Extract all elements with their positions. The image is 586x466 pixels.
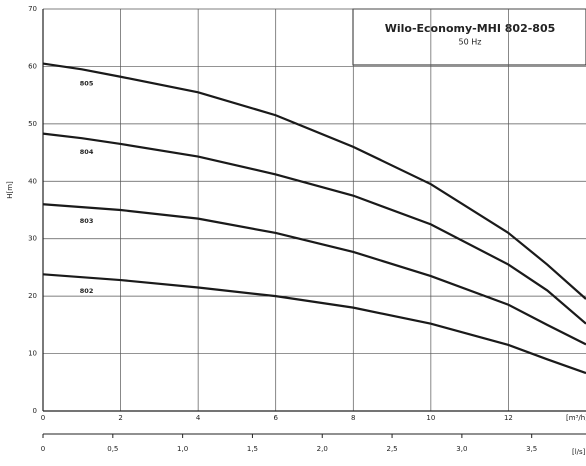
curve	[42, 273, 586, 375]
x-tick-label: 8	[351, 414, 355, 422]
x-tick-label: 2	[118, 414, 122, 422]
x2-tick-label: 2,5	[386, 445, 397, 453]
x2-tick-label: 2,0	[317, 445, 328, 453]
y-tick-label: 0	[33, 407, 37, 415]
curve-label: 805	[80, 79, 94, 87]
y-tick-label: 50	[28, 120, 37, 128]
curve-label: 804	[80, 148, 94, 156]
curve	[42, 132, 586, 325]
y-tick-label: 30	[28, 235, 37, 243]
x2-tick-label: 1,5	[247, 445, 258, 453]
curve-label: 803	[80, 217, 94, 225]
title-box	[352, 8, 586, 66]
chart-title: Wilo-Economy-MHI 802-805	[385, 22, 556, 35]
x2-tick-label: 0,5	[107, 445, 118, 453]
y-tick-label: 60	[28, 62, 37, 70]
x2-axis-label: [l/s]	[572, 448, 586, 456]
x2-tick-label: 3,0	[456, 445, 467, 453]
y-tick-label: 40	[28, 177, 37, 185]
x2-tick-label: 3,5	[526, 445, 537, 453]
y-tick-label: 20	[28, 292, 37, 300]
x2-tick-label: 1,0	[177, 445, 188, 453]
curve	[42, 62, 586, 300]
y-tick-label: 10	[28, 350, 37, 358]
x-tick-label: 4	[196, 414, 201, 422]
x-axis-label: [m³/h]	[566, 414, 586, 422]
curve	[42, 203, 586, 346]
x-tick-label: 12	[504, 414, 513, 422]
y-tick-label: 70	[28, 5, 37, 13]
x-tick-label: 10	[426, 414, 435, 422]
x-tick-label: 0	[41, 414, 45, 422]
x2-tick-label: 0	[41, 445, 45, 453]
chart-subtitle: 50 Hz	[459, 38, 482, 47]
y-axis-label: H[m]	[6, 181, 14, 199]
x-tick-label: 6	[273, 414, 278, 422]
curve-label: 802	[80, 287, 94, 295]
